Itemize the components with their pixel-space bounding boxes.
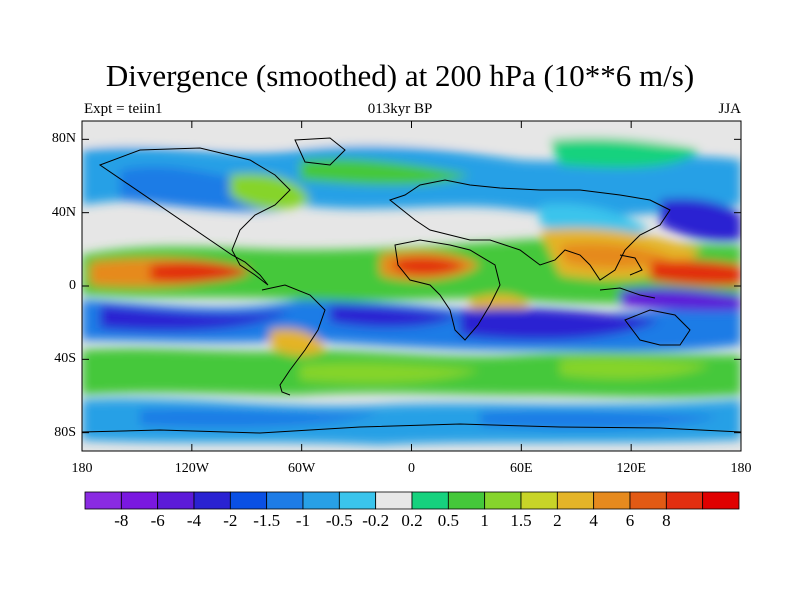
- divergence-field: [82, 121, 741, 451]
- latitude-ticks: [82, 138, 741, 434]
- lon-label: 60E: [510, 461, 533, 476]
- colorbar-label: -6: [150, 511, 165, 530]
- lat-label: 40S: [54, 351, 76, 367]
- lat-label: 40N: [51, 204, 76, 220]
- colorbar-box: [229, 491, 268, 510]
- colorbar-box: [629, 491, 667, 510]
- colorbar-box: [302, 491, 340, 510]
- colorbar-label: -4: [186, 511, 202, 530]
- lon-label: 60W: [288, 461, 316, 476]
- colorbar-label: 2: [553, 511, 562, 530]
- colorbar-box: [193, 491, 231, 510]
- colorbar-box: [484, 491, 522, 510]
- colorbar-box: [593, 491, 631, 510]
- colorbar-label: -8: [114, 511, 129, 530]
- colorbar-label: -0.2: [362, 511, 390, 530]
- coastlines: [82, 137, 741, 434]
- colorbar-box: [447, 491, 486, 510]
- season-label: JJA: [718, 101, 741, 117]
- colorbar-label: 1.5: [510, 511, 532, 530]
- colorbar-box: [665, 491, 704, 510]
- colorbar-box: [411, 491, 449, 510]
- lat-label: 80N: [51, 131, 76, 147]
- lon-label: 120W: [174, 461, 209, 476]
- colorbar: [84, 491, 740, 510]
- colorbar-box: [556, 491, 595, 510]
- lat-label: 80S: [54, 424, 76, 440]
- colorbar-box: [157, 491, 195, 510]
- lat-label: 0: [69, 278, 76, 293]
- colorbar-label: -1: [295, 511, 311, 530]
- colorbar-label: 0.2: [401, 511, 423, 530]
- colorbar-box: [120, 491, 159, 510]
- lon-label: 0: [408, 461, 415, 476]
- colorbar-label: -0.5: [325, 511, 353, 530]
- colorbar-box: [338, 491, 377, 510]
- colorbar-label: 1: [480, 511, 489, 530]
- colorbar-label: 0.5: [437, 511, 459, 530]
- plot-title: Divergence (smoothed) at 200 hPa (10**6 …: [105, 58, 695, 93]
- experiment-label: Expt = teiin1: [84, 101, 163, 117]
- colorbar-label: -2: [223, 511, 238, 530]
- lon-label: 180: [71, 461, 93, 476]
- colorbar-label: -1.5: [253, 511, 281, 530]
- period-label: 013kyr BP: [367, 101, 433, 117]
- colorbar-label: 6: [625, 511, 635, 530]
- lon-label: 180: [730, 461, 752, 476]
- colorbar-box: [702, 491, 740, 510]
- colorbar-label: 8: [662, 511, 671, 530]
- colorbar-box: [520, 491, 558, 510]
- colorbar-box: [375, 491, 413, 510]
- lon-label: 120E: [616, 461, 646, 476]
- colorbar-box: [266, 491, 304, 510]
- longitude-ticks: [81, 121, 742, 451]
- colorbar-label: 4: [589, 511, 598, 530]
- colorbar-box: [84, 491, 122, 510]
